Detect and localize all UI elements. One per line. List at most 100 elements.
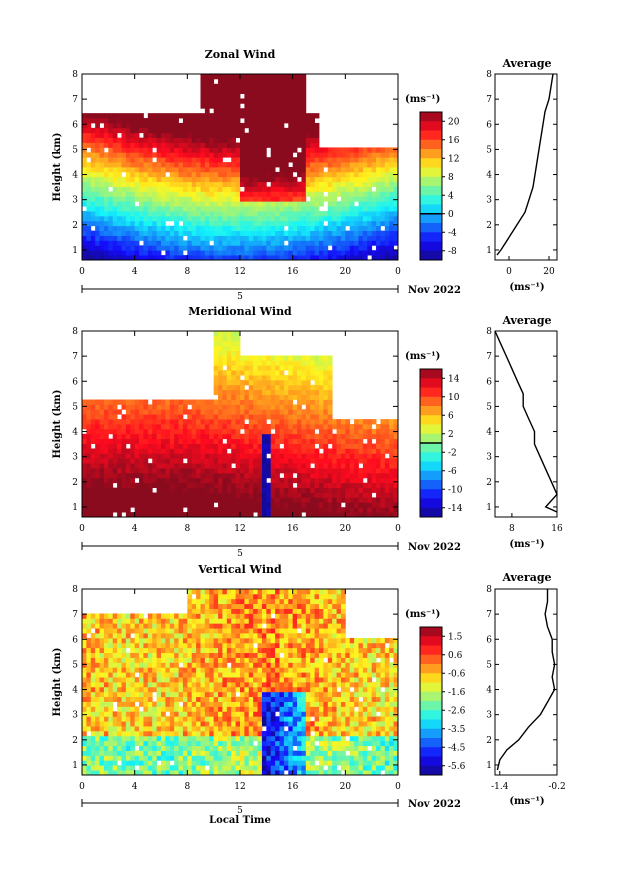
heatmap-cell <box>288 472 294 479</box>
heatmap-cell <box>297 389 302 396</box>
heatmap-cell <box>240 458 245 464</box>
heatmap-cell <box>182 118 188 124</box>
heatmap-cell <box>82 696 87 702</box>
heatmap-cell <box>332 497 337 503</box>
heatmap-cell <box>275 370 280 376</box>
heatmap-cell <box>305 137 311 143</box>
heatmap-cell <box>143 250 149 256</box>
heatmap-cell <box>147 211 153 217</box>
heatmap-cell <box>297 171 302 178</box>
heatmap-cell <box>196 171 201 178</box>
heatmap-cell <box>345 152 351 158</box>
heatmap-cell <box>152 492 158 498</box>
heatmap-cell <box>178 240 184 246</box>
heatmap-cell <box>103 691 109 698</box>
heatmap-cell <box>161 472 166 479</box>
heatmap-cell <box>270 113 276 119</box>
heatmap-cell <box>358 448 364 454</box>
heatmap-cell <box>266 497 272 503</box>
heatmap-cell <box>244 394 250 400</box>
heatmap-cell <box>117 628 122 634</box>
heatmap-cell <box>261 492 267 498</box>
colorbar-swatch <box>420 241 442 252</box>
heatmap-cell <box>187 176 193 183</box>
heatmap-cell <box>389 468 395 474</box>
heatmap-cell <box>292 118 298 124</box>
heatmap-cell <box>209 245 215 251</box>
heatmap-cell <box>156 113 162 119</box>
heatmap-cell <box>213 512 219 518</box>
heatmap-cell <box>130 255 136 261</box>
heatmap-cell <box>283 458 289 464</box>
heatmap-cell <box>340 448 346 454</box>
heatmap-cell <box>82 657 87 663</box>
heatmap-cell <box>301 186 307 192</box>
heatmap-cell <box>182 181 188 187</box>
heatmap-cell <box>270 424 276 430</box>
heatmap-cell <box>134 735 140 742</box>
heatmap-cell <box>95 196 100 202</box>
heatmap-cell <box>226 345 232 351</box>
heatmap-cell <box>310 433 316 440</box>
heatmap-cell <box>305 414 311 420</box>
heatmap-cell <box>161 623 166 629</box>
heatmap-cell <box>376 225 381 232</box>
heatmap-cell <box>103 235 109 241</box>
heatmap-cell <box>169 448 175 454</box>
heatmap-cell <box>340 245 346 251</box>
heatmap-cell <box>218 108 223 114</box>
heatmap-cell <box>393 211 399 217</box>
heatmap-cell <box>218 181 223 187</box>
heatmap-cell <box>222 78 228 85</box>
heatmap-cell <box>314 215 320 222</box>
heatmap-cell <box>95 477 100 484</box>
heatmap-cell <box>191 250 197 256</box>
heatmap-cell <box>103 201 109 207</box>
heatmap-cell <box>200 167 206 173</box>
heatmap-cell <box>314 245 320 251</box>
heatmap-cell <box>257 83 263 90</box>
heatmap-cell <box>99 477 105 484</box>
heatmap-cell <box>152 686 158 693</box>
heatmap-cell <box>86 507 92 513</box>
heatmap-cell <box>147 750 153 756</box>
heatmap-cell <box>362 152 368 158</box>
heatmap-cell <box>182 186 188 192</box>
heatmap-cell <box>161 765 166 771</box>
heatmap-cell <box>380 463 386 469</box>
heatmap-cell <box>200 181 206 187</box>
heatmap-cell <box>121 235 127 241</box>
heatmap-cell <box>117 672 122 678</box>
heatmap-cell <box>204 181 210 187</box>
heatmap-cell <box>152 633 158 639</box>
heatmap-cell <box>82 458 87 464</box>
heatmap-cell <box>178 137 184 143</box>
heatmap-cell <box>314 162 320 168</box>
heatmap-cell <box>99 682 105 688</box>
heatmap-cell <box>213 137 219 143</box>
heatmap-cell <box>174 696 179 702</box>
heatmap-cell <box>297 394 302 400</box>
heatmap-cell <box>367 176 373 183</box>
heatmap-cell <box>235 74 241 80</box>
heatmap-cell <box>358 215 364 222</box>
heatmap-cell <box>99 711 105 717</box>
heatmap-cell <box>86 706 92 712</box>
heatmap-cell <box>279 458 285 464</box>
heatmap-cell <box>156 730 162 737</box>
heatmap-cell <box>222 98 228 104</box>
heatmap-cell <box>257 132 263 139</box>
heatmap-cell <box>244 78 250 85</box>
heatmap-cell <box>147 502 153 508</box>
heatmap-cell <box>371 230 377 236</box>
heatmap-cell <box>248 147 254 153</box>
heatmap-cell <box>310 211 316 217</box>
heatmap-cell <box>226 191 232 197</box>
heatmap-cell <box>169 463 175 469</box>
heatmap-cell <box>213 492 219 498</box>
heatmap-cell <box>279 250 285 256</box>
heatmap-cell <box>196 245 201 251</box>
heatmap-cell <box>310 458 316 464</box>
heatmap-cell <box>336 428 342 435</box>
heatmap-cell <box>314 206 320 212</box>
